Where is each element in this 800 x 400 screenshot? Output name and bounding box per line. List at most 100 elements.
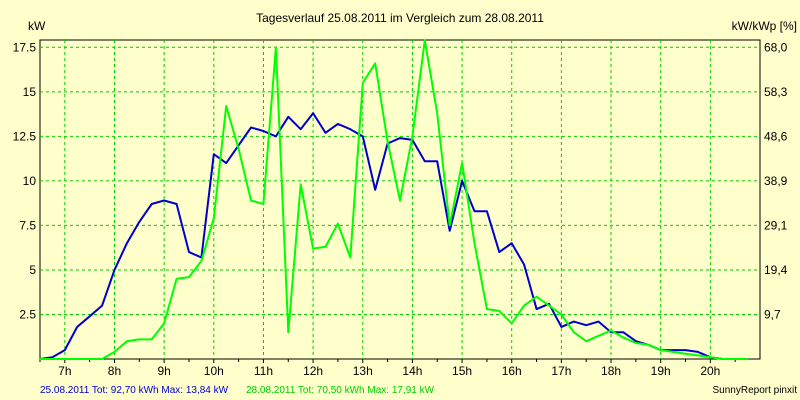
series-2-point bbox=[461, 162, 463, 164]
y-tick-label-left: 10 bbox=[23, 174, 37, 188]
series-1-point bbox=[88, 315, 91, 318]
series-1-point bbox=[473, 210, 476, 212]
x-tick-label: 10h bbox=[204, 364, 224, 378]
series-1-point bbox=[610, 331, 612, 334]
series-1-point bbox=[213, 153, 215, 155]
series-1-point bbox=[684, 349, 687, 351]
series-2-point bbox=[635, 342, 637, 344]
y-tick-label-left: 15 bbox=[23, 85, 37, 99]
series-1-point bbox=[101, 304, 103, 307]
x-tick-label: 20h bbox=[700, 364, 720, 378]
series-2-point bbox=[597, 335, 600, 337]
series-2-point bbox=[622, 336, 625, 339]
series-2-point bbox=[262, 203, 265, 205]
series-1-point bbox=[275, 135, 277, 138]
x-tick-label: 15h bbox=[452, 364, 472, 378]
series-1-point bbox=[175, 203, 178, 205]
series-2-point bbox=[312, 247, 314, 250]
series-1-point bbox=[324, 132, 327, 134]
series-2-point bbox=[51, 358, 54, 360]
x-tick-label: 11h bbox=[254, 364, 273, 378]
y-tick-label-right: 19,4 bbox=[764, 263, 788, 277]
series-1-point bbox=[163, 199, 165, 202]
series-2-point bbox=[213, 217, 215, 220]
series-2-point bbox=[163, 322, 165, 325]
y-tick-label-right: 68,0 bbox=[764, 40, 788, 54]
series-1-point bbox=[635, 340, 637, 343]
y-tick-label-right: 38,9 bbox=[764, 174, 788, 188]
series-1-point bbox=[597, 320, 600, 323]
series-1-point bbox=[697, 351, 699, 353]
series-1-point bbox=[535, 308, 538, 310]
series-2-point bbox=[448, 224, 451, 227]
series-2-point bbox=[386, 140, 389, 143]
series-2-point bbox=[585, 340, 587, 343]
series-2-point bbox=[188, 276, 190, 278]
series-2-point bbox=[647, 344, 650, 346]
footer-credit: SunnyReport pinxit bbox=[713, 385, 798, 396]
legend-series-1: 25.08.2011 Tot: 92,70 kWh Max: 13,84 kW bbox=[40, 385, 229, 396]
series-2-point bbox=[337, 222, 339, 225]
x-tick-label: 18h bbox=[601, 364, 621, 378]
series-1-point bbox=[560, 326, 563, 328]
series-2-point bbox=[436, 112, 439, 114]
series-1-point bbox=[250, 126, 252, 129]
series-1-point bbox=[672, 349, 674, 351]
series-1-point bbox=[436, 160, 439, 163]
series-2-point bbox=[473, 242, 476, 244]
series-1-point bbox=[349, 128, 352, 130]
series-2-point bbox=[734, 358, 736, 360]
y-tick-label-right: 48,6 bbox=[764, 129, 788, 143]
series-1-point bbox=[299, 128, 302, 130]
series-1-point bbox=[573, 320, 575, 323]
y-tick-label-right: 58,3 bbox=[764, 85, 788, 99]
x-tick-label: 19h bbox=[651, 364, 671, 378]
series-1-point bbox=[337, 123, 339, 125]
series-2-point bbox=[349, 256, 352, 259]
y-tick-label-left: 2.5 bbox=[19, 307, 36, 321]
series-2-point bbox=[486, 308, 488, 310]
series-1-point bbox=[374, 189, 377, 191]
series-1-point bbox=[64, 349, 66, 351]
plot-area: 7h 8h 9h 10h 11h 12h 13h 14h 15h 16h 17h 18h 19h 20h 2… bbox=[13, 39, 788, 378]
x-tick-label: 14h bbox=[402, 364, 422, 378]
series-2-point bbox=[250, 199, 252, 202]
series-1-point bbox=[138, 221, 141, 223]
series-1-point bbox=[523, 263, 525, 266]
series-2-point bbox=[399, 199, 401, 202]
series-2-point bbox=[150, 338, 153, 341]
x-tick-label: 17h bbox=[551, 364, 571, 378]
series-2-point bbox=[659, 349, 662, 351]
series-1-point bbox=[51, 356, 54, 359]
series-1-point bbox=[113, 269, 116, 271]
series-2-point bbox=[362, 82, 364, 84]
series-2-point bbox=[535, 295, 538, 298]
series-1-point bbox=[188, 251, 190, 253]
series-2-point bbox=[722, 358, 724, 360]
series-2-point bbox=[672, 351, 674, 353]
x-tick-label: 16h bbox=[502, 364, 522, 378]
y-tick-label-left: 7.5 bbox=[19, 218, 36, 232]
series-2-point bbox=[126, 340, 128, 343]
y-axis-label-right: kW/kWp [%] bbox=[732, 19, 797, 33]
series-2-point bbox=[610, 329, 612, 332]
series-2-point bbox=[225, 105, 227, 107]
series-1-point bbox=[225, 162, 227, 164]
y-tick-label-right: 9,7 bbox=[764, 307, 781, 321]
series-2-point bbox=[510, 322, 513, 325]
series-2-point bbox=[573, 331, 575, 334]
series-2-point bbox=[113, 351, 116, 353]
series-1-point bbox=[76, 326, 78, 328]
series-2-point bbox=[746, 358, 749, 360]
series-1-point bbox=[461, 180, 463, 182]
series-1-point bbox=[399, 137, 401, 139]
series-2-point bbox=[709, 356, 712, 359]
x-tick-label: 9h bbox=[157, 364, 170, 378]
series-1-point bbox=[622, 331, 625, 334]
series-2-point bbox=[200, 260, 203, 262]
y-tick-label-right: 29,1 bbox=[764, 218, 788, 232]
x-tick-label: 13h bbox=[353, 364, 373, 378]
series-1-point bbox=[448, 230, 451, 232]
series-2-point bbox=[88, 358, 91, 360]
